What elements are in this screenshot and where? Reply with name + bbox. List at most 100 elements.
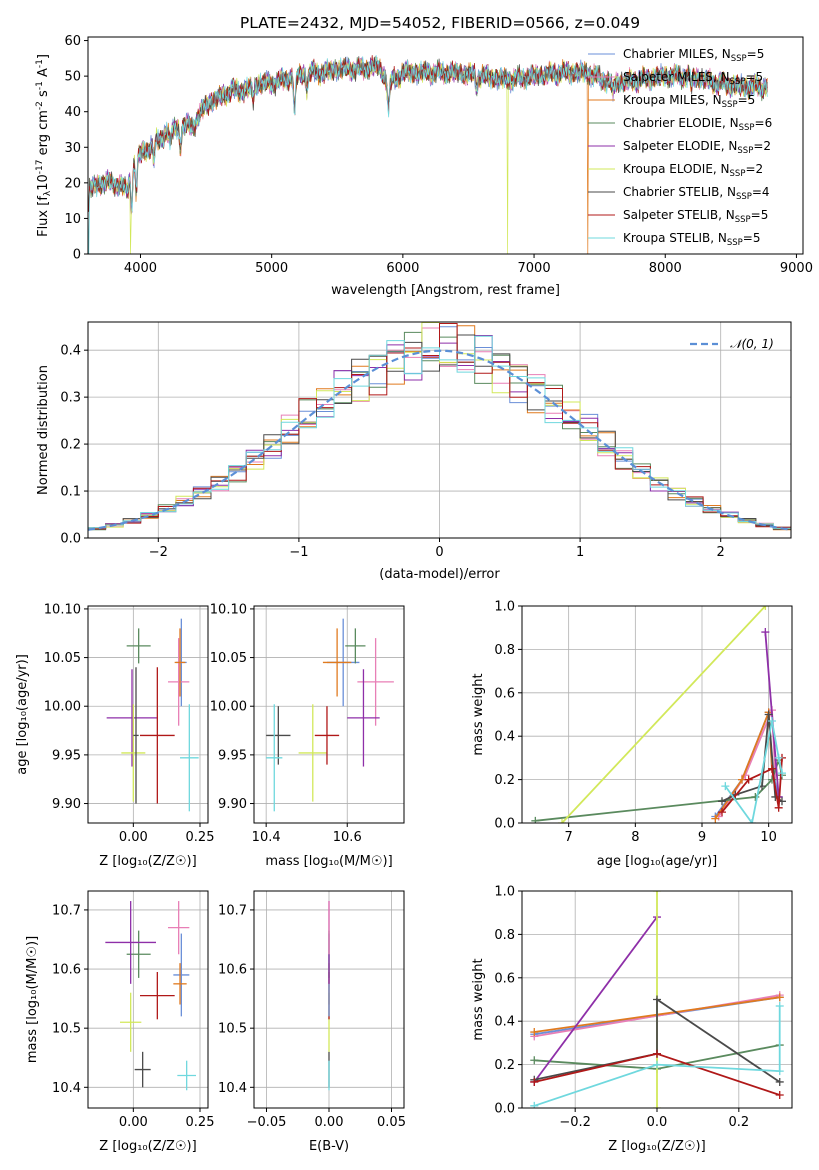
errorbar-kroupa-stelib	[177, 1060, 196, 1091]
errorbar-chabrier-elodie	[126, 628, 151, 664]
massweight-marker-kroupa-elodie	[653, 891, 661, 895]
massweight-marker-kroupa-elodie	[558, 819, 566, 823]
x-tick-label: 9000	[780, 261, 813, 276]
errorbar-salpeter-elodie	[347, 669, 380, 767]
x-tick-label: 0.00	[119, 830, 148, 845]
axes-frame	[253, 605, 405, 824]
axes-frame	[87, 36, 804, 255]
legend-entry: Chabrier STELIB, NSSP=4	[623, 185, 770, 202]
legend-sub: SSP	[731, 54, 747, 64]
y-tick-label: 0.6	[494, 686, 515, 701]
y-tick-label: 60	[64, 34, 81, 49]
normal-curve	[88, 349, 791, 531]
x-axis-label: E(B-V)	[309, 1139, 349, 1154]
legend-nssp: =5	[747, 47, 765, 61]
massweight-marker-kroupa-stelib	[768, 717, 776, 726]
massweight-marker-kroupa-stelib	[721, 782, 730, 791]
y-tick-label: 0.6	[494, 971, 515, 986]
axes-frame	[253, 890, 405, 1109]
errorbar-chabrier-elodie	[345, 628, 366, 664]
axes-frame	[87, 890, 209, 1109]
massweight-marker-chabrier-elodie	[530, 1056, 539, 1065]
massweight-line-kroupa-stelib	[534, 1006, 781, 1107]
axes-frame	[87, 605, 209, 824]
legend-imf: Salpeter STELIB, N	[623, 208, 735, 222]
y-tick-label: 0	[73, 248, 81, 263]
errorbar-kroupa-miles	[174, 628, 186, 697]
x-tick-label: 2	[717, 545, 725, 560]
legend-entry: Kroupa ELODIE, NSSP=2	[623, 162, 763, 179]
massweight-marker-chabrier-stelib	[718, 797, 726, 806]
axes-age-vs-z: 0.00 0.25 9.90 9.95 10.00 10.05 10.10 Z [log₁₀(…	[15, 602, 214, 869]
y-tick-label: 10.5	[52, 1022, 81, 1037]
axes-frame	[521, 605, 793, 824]
label-part: erg cm	[36, 110, 51, 159]
massweight-marker-chabrier-stelib	[775, 1077, 784, 1086]
legend-imf: Salpeter ELODIE, N	[623, 139, 737, 153]
y-tick-label: 0.4	[60, 344, 81, 359]
legend-sub: SSP	[730, 77, 746, 87]
spectrum-line-salpeter-stelib	[88, 55, 768, 212]
massweight-marker-kroupa-stelib	[748, 819, 756, 823]
y-tick-label: 9.95	[52, 748, 81, 763]
x-axis-label: mass [log₁₀(M/M☉)]	[265, 854, 392, 869]
y-axis-label: age [log₁₀(age/yr)]	[15, 654, 30, 775]
x-axis-label: Z [log₁₀(Z/Z☉)]	[608, 1139, 705, 1154]
legend-nssp: =2	[745, 162, 763, 176]
plot-area	[531, 606, 786, 823]
figure-title: PLATE=2432, MJD=54052, FIBERID=0566, z=0…	[240, 14, 640, 32]
axes-frame	[521, 890, 793, 1109]
label-part: -2	[35, 101, 45, 110]
x-tick-label: 10	[760, 830, 777, 845]
x-tick-label: 1	[576, 545, 584, 560]
y-tick-label: 1.0	[494, 885, 515, 900]
legend-imf: Chabrier STELIB, N	[623, 185, 736, 199]
x-tick-label: 5000	[255, 261, 288, 276]
massweight-marker-chabrier-stelib	[771, 792, 780, 801]
errorbar-salpeter-stelib	[140, 972, 175, 1020]
histogram-chabrier-stelib	[88, 334, 791, 538]
x-tick-label: 0.0	[647, 1115, 668, 1130]
y-tick-label: 10.7	[218, 903, 247, 918]
legend-sub: SSP	[735, 215, 751, 225]
legend-nssp: =2	[753, 139, 771, 153]
label-part: s	[36, 90, 51, 101]
x-tick-label: −2	[149, 545, 168, 560]
y-tick-label: 0.2	[494, 1058, 515, 1073]
y-tick-label: 0.8	[494, 928, 515, 943]
x-tick-label: 7000	[518, 261, 551, 276]
label-part: -1	[35, 59, 45, 68]
massweight-line-kroupa-elodie	[561, 606, 766, 823]
massweight-marker-kroupa-miles	[711, 814, 720, 823]
massweight-line-salpeter-elodie	[533, 916, 658, 1083]
x-tick-label: 4000	[124, 261, 157, 276]
legend-entry: 𝒩(0, 1)	[730, 337, 774, 351]
x-tick-label: 0.25	[186, 830, 215, 845]
x-tick-label: 0.2	[728, 1115, 749, 1130]
massweight-marker-kroupa-stelib	[774, 753, 783, 762]
y-tick-label: 10.5	[218, 1022, 247, 1037]
y-tick-label: 10.05	[44, 651, 81, 666]
errorbar-kroupa-miles	[173, 963, 187, 1005]
legend-nssp: =5	[743, 231, 761, 245]
legend-nssp: =6	[755, 116, 773, 130]
massweight-marker-kroupa-elodie	[761, 606, 770, 610]
massweight-marker-salpeter-stelib	[775, 1090, 784, 1099]
y-tick-label: 9.95	[218, 748, 247, 763]
x-axis-label: Z [log₁₀(Z/Z☉)]	[99, 854, 196, 869]
x-tick-label: −0.05	[247, 1115, 287, 1130]
label-part: ]	[36, 54, 51, 59]
legend-imf: Salpeter MILES, N	[623, 70, 730, 84]
massweight-marker-chabrier-stelib	[764, 710, 773, 719]
y-tick-label: 20	[64, 176, 81, 191]
x-tick-label: 10.4	[252, 830, 281, 845]
legend-sub: SSP	[737, 146, 753, 156]
axes-age-vs-mass: 10.4 10.6 9.90 9.95 10.00 10.05 10.10 mass [log…	[210, 602, 405, 869]
y-tick-label: 9.90	[52, 797, 81, 812]
massweight-marker-kroupa-stelib	[775, 1002, 784, 1011]
errorbar-chabrier-stelib	[134, 1051, 151, 1088]
legend-nssp: =5	[751, 208, 769, 222]
x-tick-label: 6000	[386, 261, 419, 276]
massweight-marker-salpeter-stelib	[718, 808, 726, 817]
y-tick-label: 10.10	[210, 602, 247, 617]
